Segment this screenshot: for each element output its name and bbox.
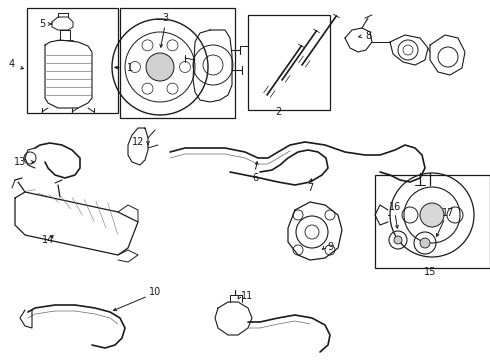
Text: 11: 11 bbox=[241, 291, 253, 301]
Text: 17: 17 bbox=[442, 208, 454, 218]
Text: 10: 10 bbox=[149, 287, 161, 297]
Text: 5: 5 bbox=[39, 19, 45, 29]
Text: 14: 14 bbox=[42, 235, 54, 245]
Text: 3: 3 bbox=[162, 13, 168, 23]
Text: 4: 4 bbox=[9, 59, 15, 69]
Circle shape bbox=[420, 203, 444, 227]
Bar bbox=[120, 8, 235, 118]
Text: 7: 7 bbox=[307, 183, 313, 193]
Text: 15: 15 bbox=[424, 267, 436, 277]
Text: 9: 9 bbox=[327, 242, 333, 252]
Text: 2: 2 bbox=[275, 107, 281, 117]
Bar bbox=[27, 8, 118, 113]
Text: 16: 16 bbox=[389, 202, 401, 212]
Text: 12: 12 bbox=[132, 137, 144, 147]
Circle shape bbox=[146, 53, 174, 81]
Text: 8: 8 bbox=[365, 31, 371, 41]
Bar bbox=[375, 175, 490, 268]
Circle shape bbox=[394, 236, 402, 244]
Text: 6: 6 bbox=[252, 173, 258, 183]
Circle shape bbox=[420, 238, 430, 248]
Bar bbox=[248, 15, 330, 110]
Text: 13: 13 bbox=[14, 157, 26, 167]
Text: 1: 1 bbox=[127, 63, 133, 73]
